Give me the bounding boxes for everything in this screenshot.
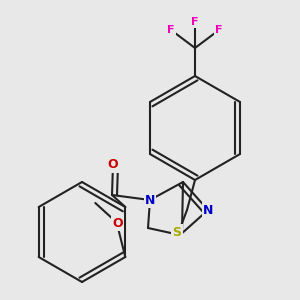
Text: O: O — [108, 158, 118, 172]
Text: F: F — [191, 17, 199, 27]
Text: F: F — [215, 25, 223, 35]
Text: N: N — [145, 194, 155, 206]
Text: F: F — [167, 25, 175, 35]
Text: N: N — [203, 203, 213, 217]
Text: O: O — [112, 217, 123, 230]
Text: S: S — [172, 226, 182, 238]
